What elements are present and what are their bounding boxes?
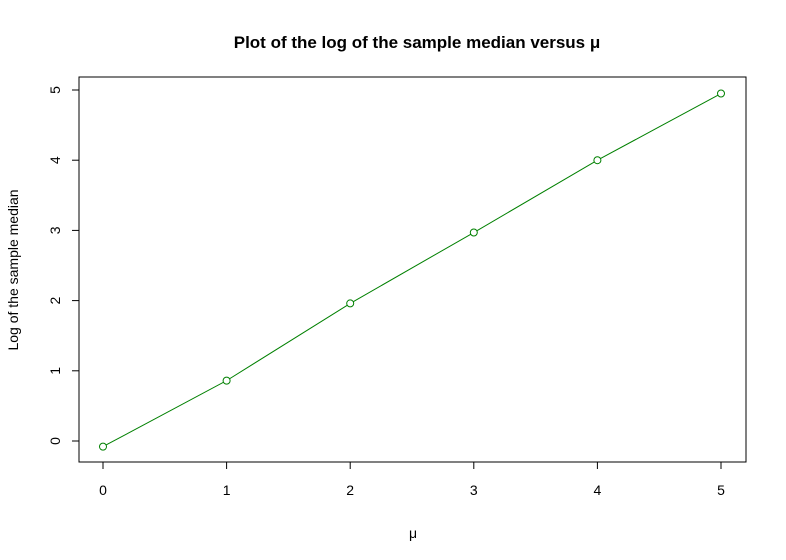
y-tick-label: 3: [47, 226, 63, 234]
x-tick-label: 0: [99, 482, 107, 498]
data-point: [717, 89, 725, 98]
x-tick-label: 3: [470, 482, 478, 498]
y-tick-label: 2: [47, 296, 63, 304]
data-point: [593, 156, 602, 165]
data-point: [222, 376, 231, 385]
data-point: [469, 228, 478, 237]
x-tick-label: 2: [346, 482, 354, 498]
data-point: [346, 299, 355, 308]
x-tick-label: 5: [717, 482, 725, 498]
y-tick-label: 0: [47, 437, 63, 445]
y-tick-label: 5: [47, 86, 63, 94]
x-tick-label: 4: [594, 482, 602, 498]
data-point: [99, 442, 107, 451]
y-axis-title: Log of the sample median: [5, 189, 21, 350]
x-axis-title: μ: [409, 525, 417, 541]
series-line: [102, 93, 722, 448]
y-tick-label: 4: [47, 156, 63, 164]
chart-title: Plot of the log of the sample median ver…: [234, 33, 601, 52]
series-group: [99, 89, 725, 451]
x-axis: 0 1 2 3 4 5: [99, 461, 725, 498]
y-tick-label: 1: [47, 367, 63, 375]
y-axis: 0 1 2 3 4 5: [47, 86, 80, 445]
x-tick-label: 1: [223, 482, 231, 498]
